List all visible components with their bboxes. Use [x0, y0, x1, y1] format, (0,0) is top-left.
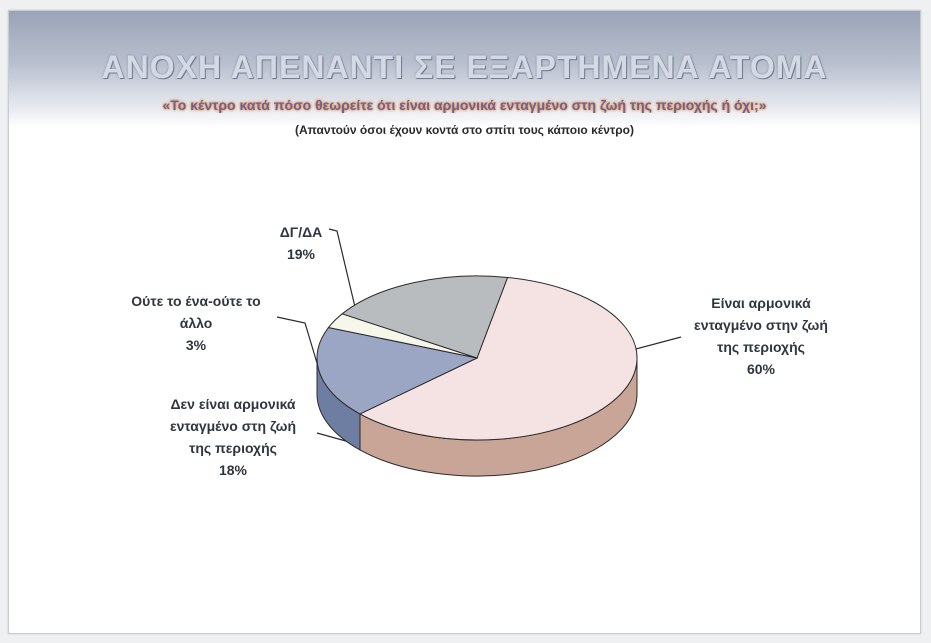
slice-label-value: 60% [746, 361, 776, 377]
pie-slices [316, 275, 638, 441]
slice-label-value: 3% [185, 337, 207, 353]
slice-label-line: άλλο [179, 315, 213, 331]
slice-label-neither: Ούτε το ένα-ούτε το άλλο 3% [121, 290, 271, 356]
chart-slide: ΑΝΟΧΗ ΑΠΕΝΑΝΤΙ ΣΕ ΕΞΑΡΤΗΜΕΝΑ ΑΤΟΜΑ «Το κ… [8, 10, 921, 634]
slice-dk-na [341, 275, 509, 359]
slice-label-value: 18% [218, 462, 248, 478]
pie-chart [276, 228, 682, 477]
slice-label-not-integrated: Δεν είναι αρμονικά ενταγμένο στη ζωή της… [153, 393, 313, 481]
slice-label-line: Είναι αρμονικά [711, 295, 811, 311]
title-banner [9, 11, 920, 127]
slice-integrated [358, 276, 638, 441]
slice-label-line: της περιοχής [717, 339, 805, 355]
chart-subtitle: «Το κέντρο κατά πόσο θεωρείτε ότι είναι … [162, 97, 767, 113]
slice-not-integrated [316, 326, 479, 415]
slice-label-line: ενταγμένο στη ζωή [169, 418, 297, 434]
slice-neither-leader-line [276, 316, 324, 384]
chart-note: (Απαντούν όσοι έχουν κοντά στο σπίτι του… [295, 123, 634, 137]
slice-label-line: ενταγμένο στην ζωή [694, 317, 828, 333]
slice-label-value: 19% [286, 246, 316, 262]
slice-label-line: Δεν είναι αρμονικά [170, 396, 296, 412]
slice-label-integrated: Είναι αρμονικά ενταγμένο στην ζωή της πε… [681, 292, 841, 380]
slice-label-line: ΔΓ/ΔΑ [279, 224, 323, 240]
chart-title: ΑΝΟΧΗ ΑΠΕΝΑΝΤΙ ΣΕ ΕΞΑΡΤΗΜΕΝΑ ΑΤΟΜΑ [101, 49, 828, 85]
slice-label-dk-na: ΔΓ/ΔΑ 19% [271, 221, 331, 265]
slice-label-line: της περιοχής [189, 440, 277, 456]
slice-label-line: Ούτε το ένα-ούτε το [131, 293, 261, 309]
slice-dk-na-leader-line [328, 228, 356, 308]
